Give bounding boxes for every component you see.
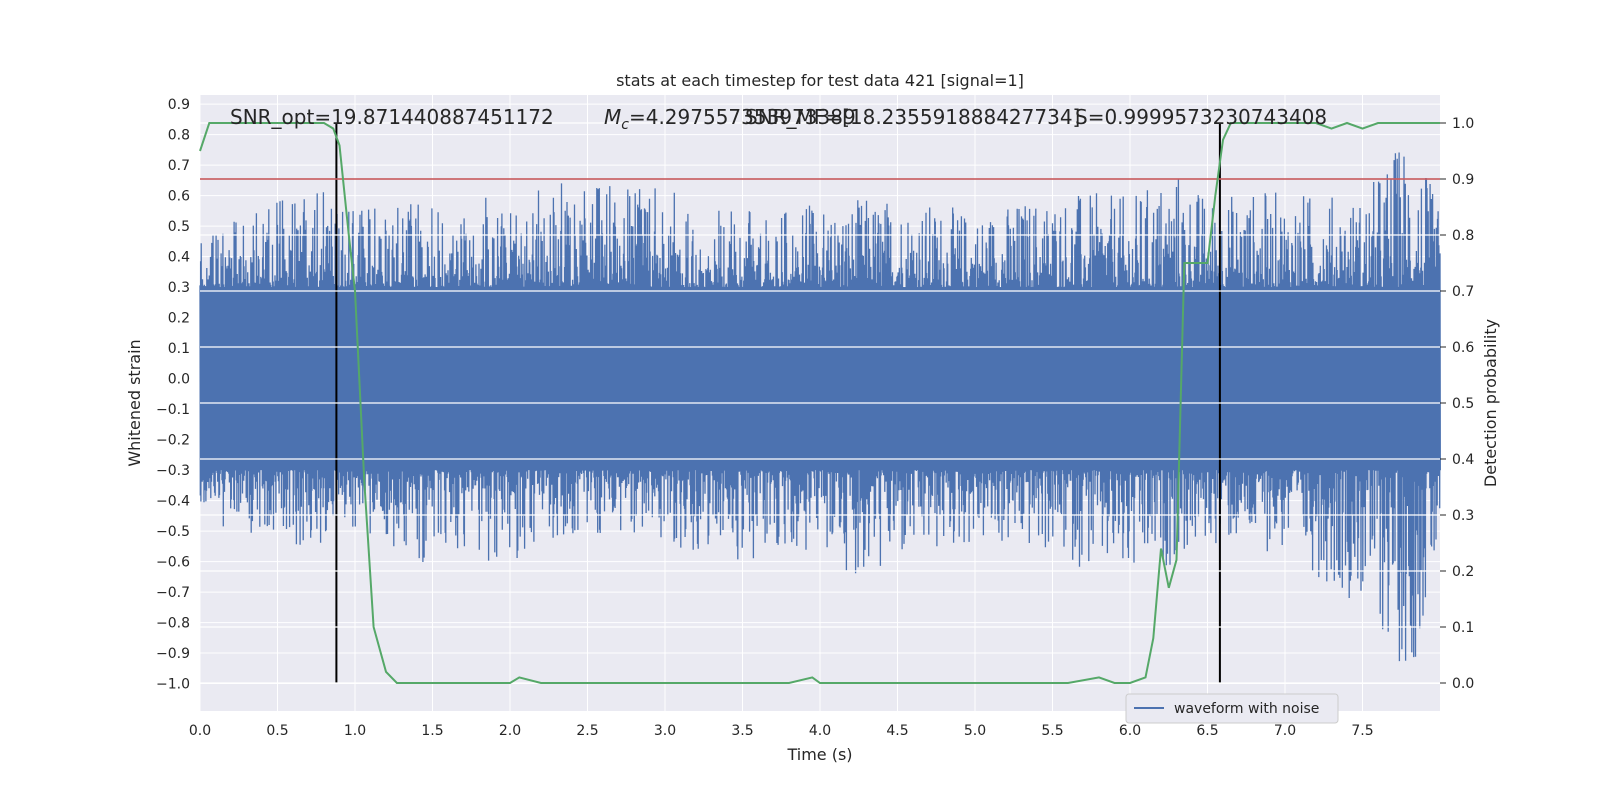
y-axis-ticks: 0.9 0.8 0.7 0.6 0.5 0.4 0.3 0.2 0.1 0.0 −0.1 −0.2 −0… xyxy=(156,97,190,692)
legend-box xyxy=(1125,693,1339,724)
y2-tick-label: 0.4 xyxy=(1452,452,1474,468)
y-tick-label: 0.5 xyxy=(168,219,190,235)
annotation-snr-opt: SNR_opt=19.871440887451172 xyxy=(230,105,554,129)
x-tick-label: 6.0 xyxy=(1119,723,1141,739)
y-tick-label: 0.6 xyxy=(168,189,190,205)
y-tick-label: −0.5 xyxy=(156,524,190,540)
x-tick-label: 3.5 xyxy=(731,723,753,739)
waveform-line xyxy=(199,152,1441,662)
y2-tick-label: 0.9 xyxy=(1452,172,1474,188)
y2-tick-label: 1.0 xyxy=(1452,116,1474,132)
y2-axis-ticks: 1.0 0.9 0.8 0.7 0.6 0.5 0.4 0.3 0.2 0.1 0.0 xyxy=(1440,116,1474,692)
x-tick-label: 5.5 xyxy=(1041,723,1063,739)
x-tick-label: 6.5 xyxy=(1196,723,1218,739)
x-tick-label: 0.0 xyxy=(189,723,211,739)
legend-label: waveform with noise xyxy=(1174,701,1319,717)
x-tick-label: 3.0 xyxy=(654,723,676,739)
y-tick-label: −0.9 xyxy=(156,646,190,662)
y2-tick-label: 0.7 xyxy=(1452,284,1474,300)
legend: waveform with noise xyxy=(1125,693,1339,724)
y-tick-label: 0.7 xyxy=(168,158,190,174)
probability-series xyxy=(199,121,1440,684)
y2-tick-label: 0.0 xyxy=(1452,676,1474,692)
x-tick-label: 7.5 xyxy=(1351,723,1373,739)
y-tick-label: −0.2 xyxy=(156,433,190,449)
waveform-series xyxy=(199,152,1441,662)
x-tick-label: 4.0 xyxy=(809,723,831,739)
y-tick-label: 0.4 xyxy=(168,250,190,266)
y2-tick-label: 0.5 xyxy=(1452,396,1474,412)
y-tick-label: −0.6 xyxy=(156,555,190,571)
annotation-chirp-mass-subscript: c xyxy=(621,117,629,133)
y2-tick-label: 0.3 xyxy=(1452,508,1474,524)
x-tick-label: 1.5 xyxy=(421,723,443,739)
x-tick-label: 2.0 xyxy=(499,723,521,739)
y-tick-label: −0.4 xyxy=(156,494,190,510)
y2-tick-label: 0.6 xyxy=(1452,340,1474,356)
y2-tick-label: 0.1 xyxy=(1452,620,1474,636)
y-tick-label: −1.0 xyxy=(156,677,190,693)
y2-tick-label: 0.2 xyxy=(1452,564,1474,580)
y-tick-label: −0.1 xyxy=(156,402,190,418)
x-tick-label: 4.5 xyxy=(886,723,908,739)
y-tick-label: 0.2 xyxy=(168,311,190,327)
x-tick-label: 5.0 xyxy=(964,723,986,739)
y-axis-label: Whitened strain xyxy=(125,339,144,466)
y-tick-label: 0.3 xyxy=(168,280,190,296)
x-tick-label: 0.5 xyxy=(266,723,288,739)
y-tick-label: 0.9 xyxy=(168,97,190,113)
y2-axis-label: Detection probability xyxy=(1481,319,1500,487)
y-tick-label: −0.8 xyxy=(156,616,190,632)
y-tick-label: −0.3 xyxy=(156,463,190,479)
annotation-chirp-mass-value: =4.297557353973389 xyxy=(629,105,856,129)
x-tick-label: 2.5 xyxy=(576,723,598,739)
chart-title: stats at each timestep for test data 421… xyxy=(616,71,1024,90)
annotation-s: S=0.9999573230743408 xyxy=(1075,105,1327,129)
y2-tick-label: 0.8 xyxy=(1452,228,1474,244)
x-axis-ticks: 0.0 0.5 1.0 1.5 2.0 2.5 3.0 3.5 4.0 4.5 5.0 5.5 6.0 6… xyxy=(189,723,1374,739)
annotation-chirp-mass-symbol: M xyxy=(604,105,621,129)
annotation-snr-mf: SNR_MF=[18.235591888427734] xyxy=(745,105,1080,129)
annotation-chirp-mass: Mc=4.297557353973389 xyxy=(604,105,856,133)
x-tick-label: 7.0 xyxy=(1274,723,1296,739)
x-tick-label: 1.0 xyxy=(344,723,366,739)
probability-line xyxy=(199,121,1440,684)
y-tick-label: −0.7 xyxy=(156,585,190,601)
y-tick-label: 0.1 xyxy=(168,341,190,357)
y-tick-label: 0.8 xyxy=(168,128,190,144)
y-tick-label: 0.0 xyxy=(168,372,190,388)
x-axis-label: Time (s) xyxy=(786,745,852,764)
